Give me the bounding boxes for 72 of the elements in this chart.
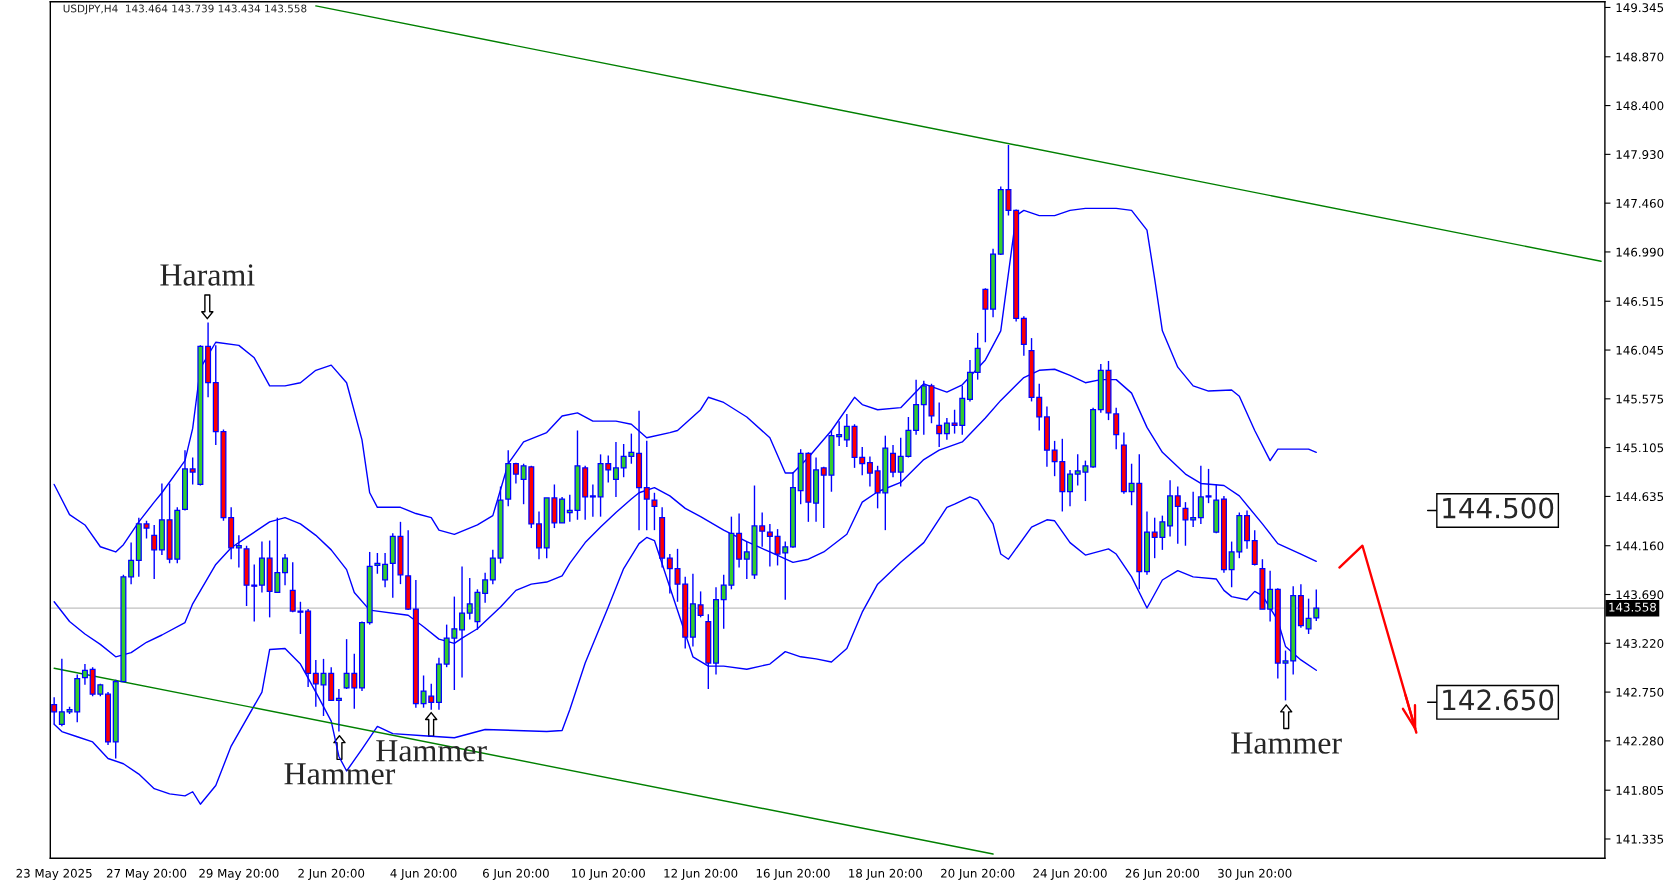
candlestick <box>559 496 566 524</box>
candlestick <box>58 658 65 728</box>
annotation: 142.650 <box>1443 689 1554 711</box>
x-tick-label: 10 Jun 20:00 <box>572 868 645 880</box>
y-tick-label: 148.870 <box>1616 52 1664 62</box>
x-tick-label: 12 Jun 20:00 <box>664 868 738 880</box>
y-tick-label: 146.990 <box>1616 247 1664 257</box>
y-tick-label: 142.280 <box>1616 736 1664 746</box>
candlestick <box>936 401 943 448</box>
x-tick-label: 16 Jun 20:00 <box>756 868 830 880</box>
candlestick <box>589 483 596 518</box>
x-tick-label: 23 May 2025 <box>16 868 92 881</box>
candlestick <box>766 523 773 568</box>
x-tick-label: 29 May 20:00 <box>199 868 279 881</box>
x-tick-label: 24 Jun 20:00 <box>1033 868 1107 880</box>
candlestick <box>1205 468 1212 504</box>
y-tick-label: 141.805 <box>1616 785 1664 795</box>
y-tick-label: 144.635 <box>1616 492 1664 502</box>
candlestick <box>282 553 289 586</box>
candlestick <box>943 417 950 441</box>
y-tick-label: 146.045 <box>1616 345 1664 355</box>
y-tick-label: 141.335 <box>1616 834 1664 844</box>
candlestick <box>1251 529 1258 567</box>
candlestick <box>836 420 843 447</box>
y-tick-label: 148.400 <box>1616 101 1664 111</box>
x-tick-label: 20 Jun 20:00 <box>941 868 1015 880</box>
ref-line-label: 143.558 <box>1609 602 1657 612</box>
candlestick <box>128 541 135 585</box>
y-tick-label: 145.575 <box>1616 394 1664 404</box>
candlestick <box>1190 491 1197 528</box>
candlestick <box>81 663 88 686</box>
annotation: Hammer <box>1231 732 1342 754</box>
candlestick <box>697 590 704 619</box>
x-tick-label: 26 Jun 20:00 <box>1125 868 1200 880</box>
candlestick <box>382 552 389 588</box>
y-tick-label: 146.515 <box>1616 296 1664 306</box>
candlestick <box>235 534 242 569</box>
candlestick <box>612 441 619 498</box>
y-tick-label: 149.345 <box>1616 3 1664 13</box>
candlestick <box>1174 485 1181 545</box>
y-tick-label: 142.750 <box>1616 687 1664 697</box>
candlestick <box>974 332 981 381</box>
y-tick-label: 145.105 <box>1616 443 1664 453</box>
candlestick <box>335 688 342 733</box>
x-tick-label: 4 Jun 20:00 <box>390 868 457 880</box>
x-tick-label: 18 Jun 20:00 <box>849 868 923 880</box>
y-tick-label: 147.460 <box>1616 198 1664 208</box>
y-tick-label: 147.930 <box>1616 150 1664 160</box>
candlestick <box>1067 469 1074 507</box>
candlestick <box>1182 501 1189 547</box>
x-tick-label: 2 Jun 20:00 <box>298 868 365 880</box>
x-tick-label: 27 May 20:00 <box>106 868 187 881</box>
y-tick-label: 143.690 <box>1616 590 1664 600</box>
y-tick-label: 144.160 <box>1616 541 1664 551</box>
annotation: 144.500 <box>1443 497 1554 519</box>
candlestick <box>1113 406 1120 450</box>
x-tick-label: 6 Jun 20:00 <box>483 868 549 880</box>
candlestick <box>866 455 873 488</box>
annotation: Hammer <box>284 763 396 785</box>
y-tick-label: 143.220 <box>1616 639 1664 648</box>
candlestick <box>890 444 897 478</box>
x-tick-label: 30 Jun 20:00 <box>1218 868 1292 880</box>
candlestick <box>151 524 158 580</box>
candlestick <box>482 572 489 604</box>
candlestick <box>982 287 989 343</box>
annotation: Hammer <box>376 740 487 762</box>
candlestick <box>535 510 543 560</box>
chart-title: USDJPY,H4 143.464 143.739 143.434 143.558 <box>63 4 307 15</box>
annotation: Harami <box>160 264 255 286</box>
candlestick <box>1197 465 1204 525</box>
candlestick <box>1267 569 1274 623</box>
candlestick <box>374 552 381 575</box>
